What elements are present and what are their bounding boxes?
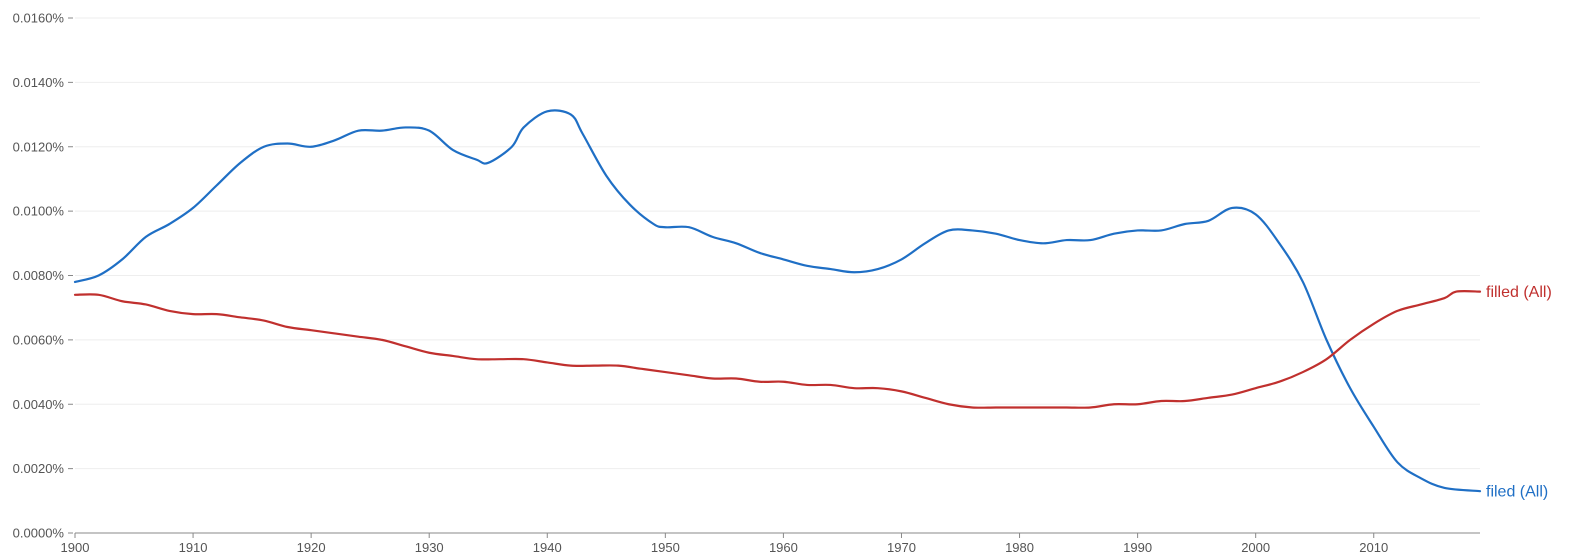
y-tick-label: 0.0060% xyxy=(13,332,65,347)
x-tick-label: 1960 xyxy=(769,540,798,555)
series-label-filed: filed (All) xyxy=(1486,484,1548,501)
series-label-filled: filled (All) xyxy=(1486,284,1552,301)
y-tick-label: 0.0120% xyxy=(13,139,65,154)
series-line-filled[interactable] xyxy=(73,290,1482,409)
x-tick-label: 1980 xyxy=(1005,540,1034,555)
x-tick-label: 1900 xyxy=(61,540,90,555)
y-tick-label: 0.0000% xyxy=(13,526,65,541)
x-tick-label: 1970 xyxy=(887,540,916,555)
x-tick-label: 1910 xyxy=(179,540,208,555)
x-tick-label: 1950 xyxy=(651,540,680,555)
x-tick-label: 1930 xyxy=(415,540,444,555)
series-lines xyxy=(73,109,1482,493)
axes: 0.0000% 0.0020% 0.0040% 0.0060% 0.0080% 0.010… xyxy=(13,11,1480,555)
y-tick-label: 0.0020% xyxy=(13,461,65,476)
series-line-filed[interactable] xyxy=(73,109,1482,493)
x-tick-label: 1920 xyxy=(297,540,326,555)
y-tick-label: 0.0100% xyxy=(13,204,65,219)
x-tick-label: 1940 xyxy=(533,540,562,555)
y-tick-label: 0.0140% xyxy=(13,75,65,90)
y-tick-label: 0.0040% xyxy=(13,397,65,412)
gridlines xyxy=(75,17,1480,470)
y-tick-label: 0.0160% xyxy=(13,11,65,26)
series-labels: filed (All) filled (All) xyxy=(1486,284,1552,501)
x-tick-label: 2010 xyxy=(1359,540,1388,555)
x-tick-label: 1990 xyxy=(1123,540,1152,555)
y-tick-label: 0.0080% xyxy=(13,268,65,283)
x-tick-label: 2000 xyxy=(1241,540,1270,555)
